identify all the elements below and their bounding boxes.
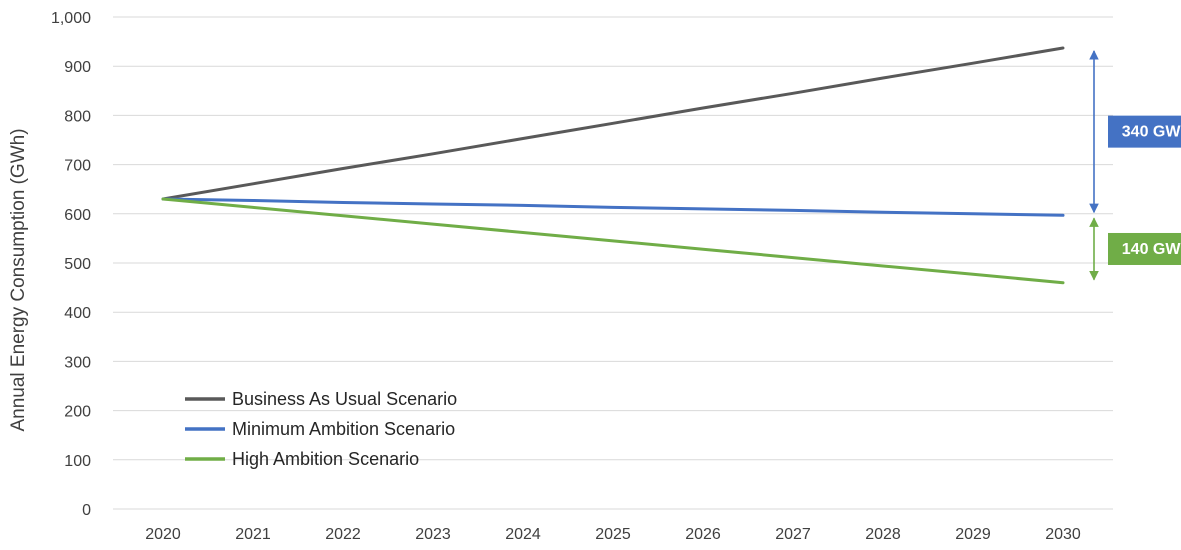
legend-label: High Ambition Scenario [232, 449, 419, 469]
y-tick-label: 100 [64, 453, 91, 470]
x-tick-label: 2022 [325, 526, 361, 543]
y-tick-label: 900 [64, 59, 91, 76]
annotations: 340 GWh 140 GWh [1089, 50, 1181, 281]
x-tick-label: 2021 [235, 526, 271, 543]
x-tick-label: 2024 [505, 526, 541, 543]
annotation-label-box [1108, 232, 1181, 265]
annotation-label-box [1108, 115, 1181, 148]
x-tick-label: 2025 [595, 526, 631, 543]
legend-label: Minimum Ambition Scenario [232, 419, 455, 439]
annotation-label: 140 GWh [1122, 241, 1181, 258]
legend: Business As Usual Scenario Minimum Ambiti… [185, 389, 457, 469]
x-tick-label: 2030 [1045, 526, 1081, 543]
y-tick-label: 1,000 [51, 10, 91, 27]
x-tick-label: 2026 [685, 526, 721, 543]
y-tick-label: 500 [64, 256, 91, 273]
legend-label: Business As Usual Scenario [232, 389, 457, 409]
x-tick-label: 2028 [865, 526, 901, 543]
annotation-label: 340 GWh [1122, 124, 1181, 141]
series-lines [161, 46, 1065, 285]
y-tick-label: 300 [64, 354, 91, 371]
y-tick-label: 700 [64, 158, 91, 175]
y-tick-label: 600 [64, 207, 91, 224]
series-line-2 [161, 197, 1065, 217]
x-tick-label: 2023 [415, 526, 451, 543]
x-tick-label: 2029 [955, 526, 991, 543]
y-axis-label: Annual Energy Consumption (GWh) [8, 128, 29, 431]
y-tick-label: 0 [82, 502, 91, 519]
y-axis-ticks: 0 100 200 300 400 500 600 700 800 900 1,000 [51, 10, 91, 519]
y-tick-label: 800 [64, 108, 91, 125]
x-axis-ticks: 2020 2021 2022 2023 2024 2025 2026 2027 2028 2029… [145, 526, 1081, 543]
x-tick-label: 2027 [775, 526, 811, 543]
series-line-1 [161, 46, 1065, 201]
y-tick-label: 200 [64, 404, 91, 421]
y-tick-label: 400 [64, 305, 91, 322]
series-line-3 [161, 197, 1065, 285]
x-tick-label: 2020 [145, 526, 181, 543]
